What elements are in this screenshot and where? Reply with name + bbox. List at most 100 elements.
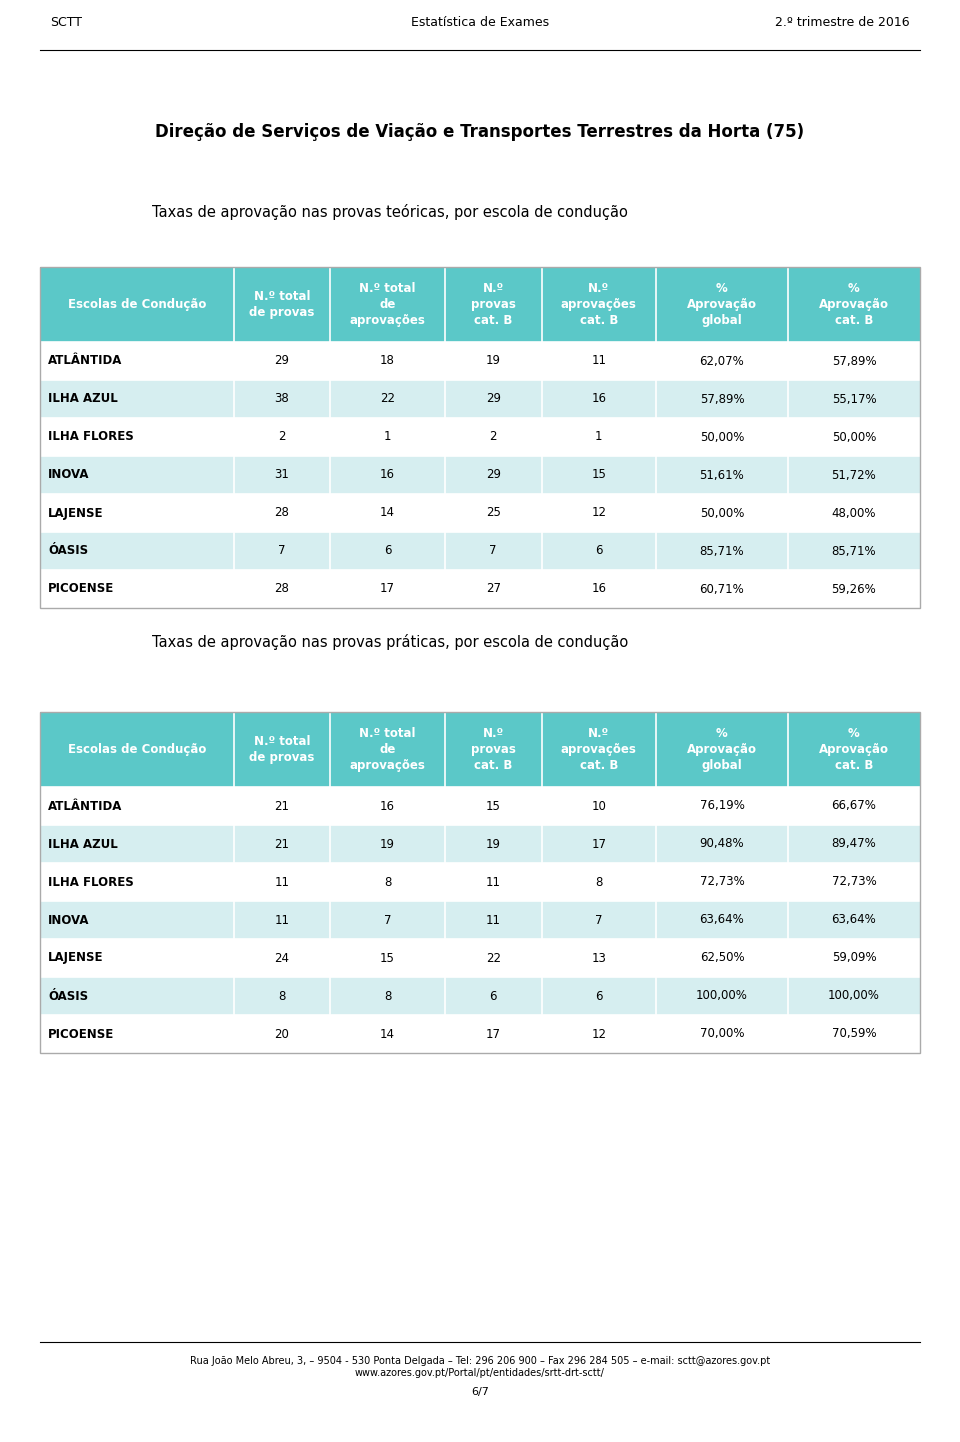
Text: 70,59%: 70,59%	[831, 1028, 876, 1041]
Text: 6: 6	[490, 989, 497, 1002]
Text: N.º
aprovações
cat. B: N.º aprovações cat. B	[561, 283, 636, 327]
Bar	[40, 862, 920, 901]
Text: Taxas de aprovação nas provas práticas, por escola de condução: Taxas de aprovação nas provas práticas, …	[152, 634, 628, 650]
Text: ATLÂNTIDA: ATLÂNTIDA	[48, 355, 122, 368]
Bar	[40, 787, 920, 825]
Text: 14: 14	[380, 1028, 396, 1041]
Text: 38: 38	[275, 392, 289, 405]
Text: 89,47%: 89,47%	[831, 838, 876, 851]
Text: 60,71%: 60,71%	[700, 583, 744, 596]
Text: 17: 17	[486, 1028, 501, 1041]
Text: N.º total
de
aprovações: N.º total de aprovações	[349, 727, 425, 771]
Text: Taxas de aprovação nas provas teóricas, por escola de condução: Taxas de aprovação nas provas teóricas, …	[152, 203, 628, 221]
Text: PICOENSE: PICOENSE	[48, 583, 114, 596]
Text: 100,00%: 100,00%	[696, 989, 748, 1002]
Text: 11: 11	[275, 875, 290, 888]
Bar	[40, 381, 920, 418]
Text: N.º
aprovações
cat. B: N.º aprovações cat. B	[561, 727, 636, 771]
Text: 19: 19	[380, 838, 396, 851]
Bar	[40, 712, 920, 1053]
Text: 7: 7	[490, 545, 497, 558]
Text: ILHA FLORES: ILHA FLORES	[48, 875, 133, 888]
Text: Direção de Serviços de Viação e Transportes Terrestres da Horta (75): Direção de Serviços de Viação e Transpor…	[156, 123, 804, 141]
Bar	[40, 901, 920, 939]
Text: 13: 13	[591, 952, 606, 965]
Text: 8: 8	[595, 875, 603, 888]
Text: 72,73%: 72,73%	[831, 875, 876, 888]
Text: ILHA AZUL: ILHA AZUL	[48, 392, 118, 405]
Text: 19: 19	[486, 355, 501, 368]
Text: 31: 31	[275, 469, 289, 482]
Text: ÓASIS: ÓASIS	[48, 545, 88, 558]
Text: 66,67%: 66,67%	[831, 799, 876, 812]
Bar	[40, 418, 920, 456]
Bar	[40, 456, 920, 495]
Bar	[40, 267, 920, 609]
Text: %
Aprovação
global: % Aprovação global	[687, 727, 757, 771]
Text: 2: 2	[490, 431, 497, 444]
Bar	[40, 495, 920, 532]
Text: 21: 21	[275, 838, 290, 851]
Text: PICOENSE: PICOENSE	[48, 1028, 114, 1041]
Text: 21: 21	[275, 799, 290, 812]
Text: 2: 2	[278, 431, 286, 444]
Text: 15: 15	[591, 469, 606, 482]
Text: 14: 14	[380, 506, 396, 519]
Text: 57,89%: 57,89%	[831, 355, 876, 368]
Text: 8: 8	[384, 875, 392, 888]
Text: 76,19%: 76,19%	[700, 799, 744, 812]
Text: 55,17%: 55,17%	[831, 392, 876, 405]
Text: %
Aprovação
cat. B: % Aprovação cat. B	[819, 727, 889, 771]
Text: 85,71%: 85,71%	[831, 545, 876, 558]
Text: 7: 7	[595, 913, 603, 927]
Text: 15: 15	[380, 952, 395, 965]
Text: ILHA AZUL: ILHA AZUL	[48, 838, 118, 851]
Text: 22: 22	[380, 392, 396, 405]
Text: 63,64%: 63,64%	[700, 913, 744, 927]
Text: 27: 27	[486, 583, 501, 596]
Text: ÓASIS: ÓASIS	[48, 989, 88, 1002]
Text: Estatística de Exames: Estatística de Exames	[411, 16, 549, 29]
Text: 62,07%: 62,07%	[700, 355, 744, 368]
Text: 17: 17	[380, 583, 396, 596]
Text: LAJENSE: LAJENSE	[48, 952, 104, 965]
Text: 62,50%: 62,50%	[700, 952, 744, 965]
Text: N.º total
de
aprovações: N.º total de aprovações	[349, 283, 425, 327]
Text: Rua João Melo Abreu, 3, – 9504 - 530 Ponta Delgada – Tel: 296 206 900 – Fax 296 : Rua João Melo Abreu, 3, – 9504 - 530 Pon…	[190, 1355, 770, 1377]
Bar	[40, 342, 920, 381]
Text: 63,64%: 63,64%	[831, 913, 876, 927]
Bar	[40, 939, 920, 978]
Text: Escolas de Condução: Escolas de Condução	[67, 298, 206, 311]
Text: 16: 16	[591, 392, 607, 405]
Text: 18: 18	[380, 355, 395, 368]
Text: 16: 16	[380, 469, 396, 482]
Text: 85,71%: 85,71%	[700, 545, 744, 558]
Text: 1: 1	[384, 431, 392, 444]
Bar	[40, 825, 920, 862]
Text: 29: 29	[486, 392, 501, 405]
Text: 100,00%: 100,00%	[828, 989, 880, 1002]
Text: 2.º trimestre de 2016: 2.º trimestre de 2016	[776, 16, 910, 29]
Text: INOVA: INOVA	[48, 913, 89, 927]
Text: ATLÂNTIDA: ATLÂNTIDA	[48, 799, 122, 812]
Text: 22: 22	[486, 952, 501, 965]
Text: N.º
provas
cat. B: N.º provas cat. B	[470, 283, 516, 327]
Text: 12: 12	[591, 1028, 607, 1041]
Text: 28: 28	[275, 583, 289, 596]
Text: 51,72%: 51,72%	[831, 469, 876, 482]
Text: 51,61%: 51,61%	[700, 469, 744, 482]
Text: 1: 1	[595, 431, 603, 444]
Text: 6: 6	[595, 989, 603, 1002]
Text: 7: 7	[278, 545, 286, 558]
Text: 8: 8	[278, 989, 286, 1002]
Text: 8: 8	[384, 989, 392, 1002]
Text: 6/7: 6/7	[471, 1387, 489, 1397]
Text: 11: 11	[486, 875, 501, 888]
Text: 29: 29	[486, 469, 501, 482]
Bar	[40, 1015, 920, 1053]
Text: Escolas de Condução: Escolas de Condução	[67, 743, 206, 756]
Text: 6: 6	[384, 545, 392, 558]
Text: 16: 16	[380, 799, 396, 812]
Text: N.º total
de provas: N.º total de provas	[250, 735, 315, 764]
Text: 24: 24	[275, 952, 290, 965]
